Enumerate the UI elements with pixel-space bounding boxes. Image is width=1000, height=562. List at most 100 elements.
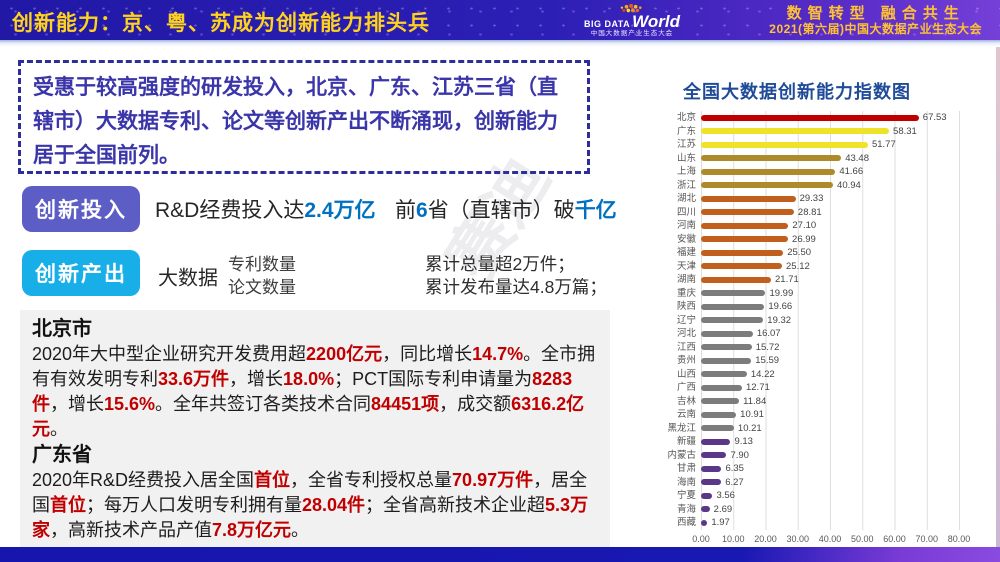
logo-caption: 中国大数据产业生态大会 bbox=[590, 30, 674, 37]
chart-category-label: 北京 bbox=[676, 112, 696, 123]
chart-plot-cell: 28.81 bbox=[701, 206, 959, 220]
chart-bar bbox=[701, 317, 764, 324]
chart-value-label: 51.77 bbox=[871, 139, 896, 150]
chart-bar bbox=[701, 344, 752, 351]
metric-papers: 论文数量 bbox=[228, 278, 296, 297]
chart-bar bbox=[701, 276, 771, 283]
chart-row: 福建 25.50 bbox=[632, 246, 976, 260]
x-tick-label: 60.00 bbox=[883, 533, 906, 544]
chart-category-label: 湖南 bbox=[676, 274, 696, 285]
chart-bar bbox=[701, 182, 834, 189]
conference-slogans: 数智转型 融合共生 2021(第六届)中国大数据产业生态大会 bbox=[769, 5, 982, 37]
chart-plot-cell: 25.50 bbox=[701, 246, 959, 260]
chart-bar bbox=[701, 371, 747, 378]
chart-category-label: 黑龙江 bbox=[667, 422, 696, 434]
chart-value-label: 19.66 bbox=[768, 301, 793, 312]
chart-bar bbox=[701, 303, 765, 310]
province-detail-block: 北京市 2020年大中型企业研究开发费用超2200亿元，同比增长14.7%。全市… bbox=[20, 310, 610, 548]
bigdata-world-logo: BIG DATA World 中国大数据产业生态大会 bbox=[584, 4, 680, 38]
chart-bar bbox=[701, 249, 784, 256]
chart-row: 甘肃 6.35 bbox=[632, 462, 976, 476]
chart-value-label: 1.97 bbox=[711, 517, 730, 528]
chart-category-label: 吉林 bbox=[676, 395, 696, 407]
chart-x-axis: 0.00 10.00 20.00 30.00 40.00 50.00 60.00 70.00 8… bbox=[692, 530, 970, 546]
x-tick-label: 40.00 bbox=[818, 533, 842, 544]
chart-category-label: 山西 bbox=[676, 368, 696, 380]
x-tick-label: 20.00 bbox=[754, 533, 777, 544]
result-patents: 累计总量超2万件； bbox=[425, 254, 575, 274]
chart-bar bbox=[701, 519, 708, 526]
chart-row: 吉林 11.84 bbox=[632, 395, 976, 409]
metric-names: 专利数量 论文数量 bbox=[228, 253, 296, 299]
chart-plot-cell: 12.71 bbox=[701, 381, 959, 395]
slogan-line2: 2021(第六届)中国大数据产业生态大会 bbox=[769, 22, 982, 37]
chart-bar bbox=[701, 330, 753, 337]
chart-category-label: 江苏 bbox=[676, 139, 696, 150]
innovation-input-row: 创新投入 R&D经费投入达2.4万亿 前6省（直辖市）破千亿 bbox=[0, 186, 620, 232]
metric-results: 累计总量超2万件； 累计发布量达4.8万篇； bbox=[425, 253, 607, 299]
chart-row: 江西 15.72 bbox=[632, 341, 976, 355]
chart-category-label: 甘肃 bbox=[676, 463, 696, 474]
result-papers: 累计发布量达4.8万篇； bbox=[425, 277, 607, 297]
chart-row: 江苏 51.77 bbox=[632, 138, 976, 152]
chart-bar bbox=[701, 128, 890, 135]
chart-plot-cell: 19.32 bbox=[701, 314, 959, 328]
page-title: 创新能力：京、粤、苏成为创新能力排头兵 bbox=[12, 12, 430, 35]
top-provinces-text: 前6省（直辖市）破千亿 bbox=[395, 199, 617, 222]
chart-row: 新疆 9.13 bbox=[632, 435, 976, 449]
chart-row: 云南 10.91 bbox=[632, 408, 976, 422]
chart-bar bbox=[701, 290, 766, 297]
chart-row: 黑龙江 10.21 bbox=[632, 422, 976, 436]
chart-value-label: 41.66 bbox=[839, 166, 864, 177]
chart-plot-cell: 14.22 bbox=[701, 368, 959, 382]
chart-row: 天津 25.12 bbox=[632, 260, 976, 274]
chart-row: 青海 2.69 bbox=[632, 503, 976, 517]
chart-value-label: 67.53 bbox=[922, 112, 947, 123]
chart-row: 重庆 19.99 bbox=[632, 287, 976, 301]
chart-bar bbox=[701, 492, 713, 499]
chart-row: 安徽 26.99 bbox=[632, 233, 976, 247]
chart-bar bbox=[701, 141, 868, 148]
chart-category-label: 山东 bbox=[676, 152, 696, 164]
chart-category-label: 陕西 bbox=[676, 301, 696, 312]
x-tick-label: 70.00 bbox=[915, 533, 939, 544]
chart-row: 陕西 19.66 bbox=[632, 300, 976, 314]
x-tick-label: 80.00 bbox=[947, 533, 971, 544]
chart-value-label: 10.21 bbox=[737, 422, 762, 434]
chart-category-label: 贵州 bbox=[676, 355, 696, 366]
header-divider-strip bbox=[0, 40, 1000, 47]
chart-category-label: 天津 bbox=[676, 260, 696, 272]
chart-category-label: 浙江 bbox=[676, 179, 696, 191]
chart-value-label: 6.27 bbox=[725, 476, 744, 488]
chart-bar bbox=[701, 438, 731, 445]
chart-bar bbox=[701, 452, 727, 459]
chart-value-label: 25.50 bbox=[787, 247, 812, 258]
logo-text-world: World bbox=[632, 12, 680, 31]
chart-value-label: 9.13 bbox=[734, 436, 753, 447]
chart-category-label: 辽宁 bbox=[676, 314, 696, 326]
chart-bar bbox=[701, 195, 796, 202]
chart-row: 内蒙古 7.90 bbox=[632, 449, 976, 463]
chart-value-label: 3.56 bbox=[716, 490, 735, 501]
chart-bar bbox=[701, 398, 740, 405]
logo-dots-icon bbox=[620, 4, 642, 13]
chart-value-label: 15.72 bbox=[755, 341, 780, 353]
chart-category-label: 广西 bbox=[676, 382, 696, 393]
chart-plot-cell: 51.77 bbox=[701, 138, 959, 152]
chart-row: 海南 6.27 bbox=[632, 476, 976, 490]
innovation-output-badge: 创新产出 bbox=[22, 250, 140, 296]
chart-value-label: 19.99 bbox=[769, 287, 794, 299]
chart-plot-cell: 7.90 bbox=[701, 449, 959, 463]
header-bar: 创新能力：京、粤、苏成为创新能力排头兵 BIG DATA World 中国大数据… bbox=[0, 0, 1000, 40]
chart-category-label: 西藏 bbox=[676, 517, 696, 528]
chart-rows: 北京 67.53 广东 58.31 江苏 51.77 山东 43.48 上海 41.66 浙江 40.… bbox=[632, 111, 976, 530]
chart-bar bbox=[701, 168, 836, 175]
chart-category-label: 江西 bbox=[676, 341, 696, 353]
chart-value-label: 12.71 bbox=[745, 382, 770, 393]
chart-bar bbox=[701, 479, 722, 486]
chart-category-label: 上海 bbox=[676, 166, 696, 177]
chart-category-label: 新疆 bbox=[676, 436, 696, 447]
chart-plot-cell: 43.48 bbox=[701, 152, 959, 166]
chart-row: 宁夏 3.56 bbox=[632, 489, 976, 503]
chart-category-label: 宁夏 bbox=[676, 490, 696, 501]
